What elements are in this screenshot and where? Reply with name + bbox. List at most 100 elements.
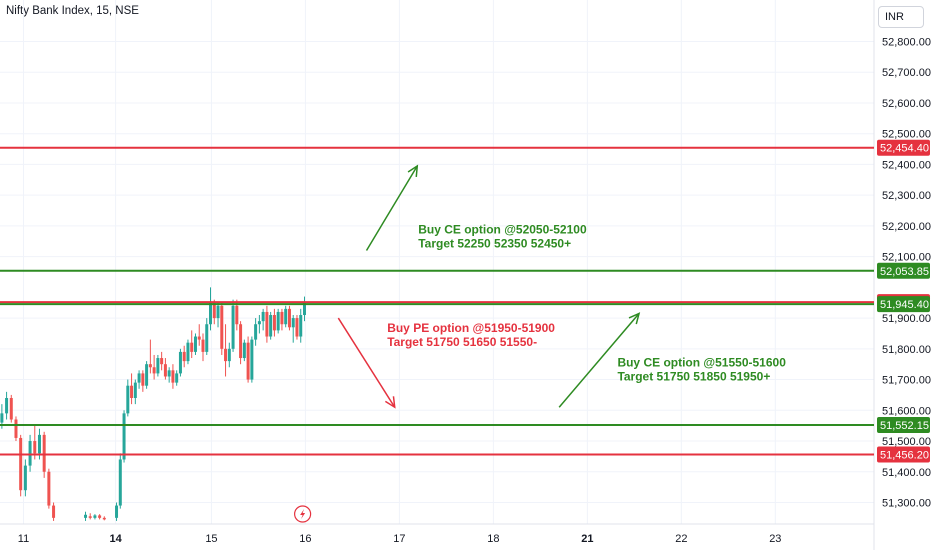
note-line: Buy CE option @52050-52100 [418,223,587,237]
price-tick-label: 51,700.00 [882,375,931,387]
candle-body [257,321,261,325]
candle-body [265,311,269,337]
candle-body [23,465,27,491]
arrow-shaft [558,312,640,408]
candle-body [84,514,88,518]
candle-body [239,324,243,359]
candle-body [209,302,213,325]
candle-body [88,516,92,518]
candle-body [220,305,224,349]
candle-body [37,434,41,454]
candle-body [254,324,258,340]
candle-body [302,302,306,316]
candle-body [287,308,291,328]
candle-body [280,311,284,325]
candle-body [137,373,141,383]
candle-body [284,308,288,325]
candle-body [152,367,156,374]
candle-body [148,364,152,368]
price-tick-label: 52,500.00 [882,129,931,141]
candle-body [5,397,9,414]
candle-body [98,515,102,518]
time-tick-label: 23 [769,533,781,545]
candle-body [235,305,239,325]
candle-body [224,348,228,362]
level-price-tag [877,446,930,463]
lightning-icon [300,509,306,519]
candle-body [167,370,171,377]
price-tick-label: 52,400.00 [882,159,931,171]
level-price-tag [877,416,930,433]
candle-body [227,348,231,362]
candle-body [193,336,197,352]
candle-body [42,434,46,472]
price-tick-label: 52,600.00 [882,98,931,110]
time-tick-label: 11 [18,533,29,545]
price-axis: 52,800.00 52,700.00 52,600.00 52,500.00 52,4… [873,0,931,550]
candle-body [9,397,13,420]
time-tick-label: 16 [299,533,311,545]
candle-body [102,517,106,520]
candle-body [205,324,209,352]
candle-body [28,441,32,466]
price-tick-label: 52,800.00 [882,36,931,48]
price-tick-label: 51,800.00 [882,344,931,356]
time-tick-label: 14 [109,533,122,545]
grid-lines [0,0,874,524]
time-tick-label: 21 [581,533,593,545]
horizontal-levels: 52,454.4052,053.8551,952.0051,945.4051,5… [0,139,930,463]
candle-body [291,318,295,328]
price-tick-label: 51,600.00 [882,405,931,417]
level-price-tag [877,262,930,279]
level-price-tag [877,296,930,313]
currency-selector[interactable]: INR [878,6,924,28]
candle-body [33,441,37,454]
price-tick-label: 52,300.00 [882,190,931,202]
note-line: Target 51750 51850 51950+ [617,370,770,384]
candle-body [216,305,220,319]
candle-body [276,311,280,331]
level-price-label: 52,053.85 [880,266,929,278]
candle-body [133,382,137,398]
price-tick-label: 51,900.00 [882,313,931,325]
candle-body [122,413,126,460]
symbol-title: Nifty Bank Index, 15, NSE [6,5,139,17]
candle-body [0,413,4,423]
candlestick-series [0,287,306,521]
level-price-label: 52,454.40 [880,143,929,155]
price-tick-label: 52,100.00 [882,252,931,264]
price-tick-label: 51,500.00 [882,436,931,448]
price-tick-label: 51,300.00 [882,497,931,509]
candle-body [261,311,265,322]
candle-body [231,305,235,349]
candle-body [242,342,246,359]
candle-body [141,373,145,386]
candle-body [130,385,134,398]
arrow-head [628,312,641,325]
level-price-label: 51,552.15 [880,420,929,432]
candle-body [163,364,167,377]
trend-arrows [337,164,641,409]
candle-body [201,339,205,352]
time-tick-label: 18 [487,533,499,545]
candle-body [156,358,160,374]
time-tick-label: 22 [675,533,687,545]
candle-body [197,336,201,340]
price-tick-label: 52,200.00 [882,221,931,233]
candle-body [171,370,175,383]
candle-body [175,373,179,383]
candle-body [115,505,119,518]
note-line: Buy CE option @51550-51600 [617,356,786,370]
candle-body [14,419,18,438]
level-price-tag [877,139,930,156]
candle-body [182,351,186,362]
arrow-shaft [337,317,396,408]
arrow-shaft [365,165,418,251]
price-tick-label: 52,700.00 [882,67,931,79]
candle-body [19,437,23,491]
candle-body [145,364,149,386]
candle-body [160,358,164,365]
candle-body [269,315,273,337]
note-line: Target 51750 51650 51550- [387,335,537,349]
